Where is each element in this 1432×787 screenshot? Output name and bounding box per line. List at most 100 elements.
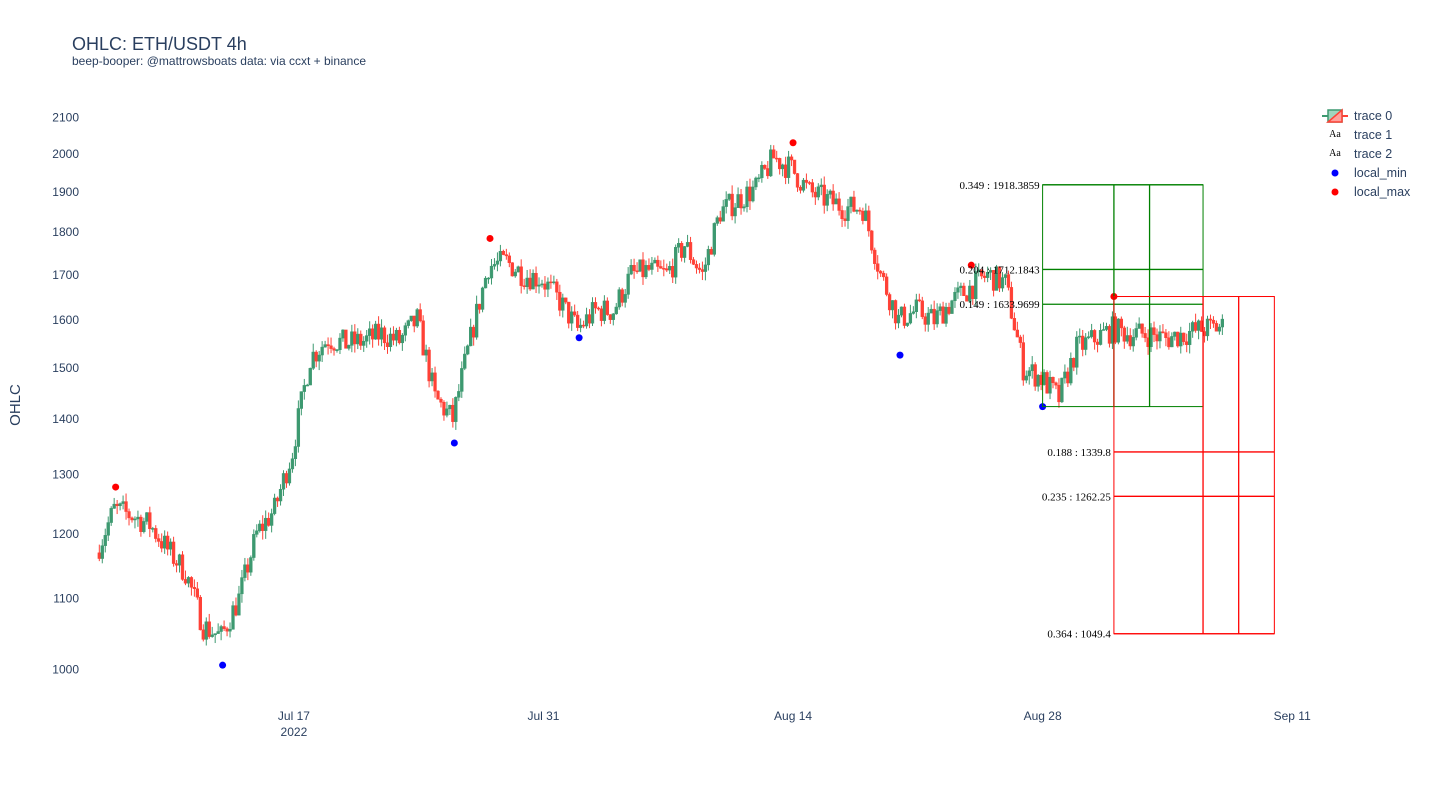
candle-body [567,301,571,324]
local-max-point [112,483,120,491]
candle-body [213,633,217,636]
candles-trace-0 [97,144,1225,646]
candle-body [1173,331,1177,337]
candle-body [320,346,324,356]
legend-item-local-max[interactable]: local_max [1318,182,1410,201]
candle-body [516,266,520,273]
legend-label: local_min [1354,165,1407,180]
candle-body [264,517,268,531]
candle-body [1164,332,1168,339]
y-tick-label: 1800 [52,225,79,239]
candle-body [653,259,657,264]
candle-body [323,344,327,348]
legend-item-trace-0[interactable]: trace 0 [1318,106,1410,125]
local-min-point [575,334,583,342]
candle-body [237,593,241,616]
candle-body [127,511,131,519]
candle-body [1069,358,1073,384]
candle-body [382,327,387,344]
candle-body [870,230,874,251]
candle-body [225,628,229,632]
candle-body [124,501,128,512]
candle-body [712,223,716,255]
candle-body [766,168,770,177]
candle-body [813,191,817,198]
candle-body [751,186,755,202]
candle-body [575,314,580,328]
candle-body [754,177,758,188]
candle-body [373,323,378,340]
candle-body [243,564,247,578]
candle-body [757,177,761,180]
candle-body [1214,323,1219,332]
candle-body [1042,372,1046,385]
candle-body [1152,327,1156,335]
candle-body [299,391,303,409]
candle-body [745,186,749,207]
candle-body [855,209,859,212]
y-tick-label: 2000 [52,147,79,161]
candle-body [174,563,179,566]
candle-body [959,285,963,288]
candle-body [198,596,202,631]
candle-body [106,522,110,536]
candle-body [255,530,259,535]
legend-label: trace 0 [1354,108,1393,123]
local-max-point [789,139,797,147]
candle-body [810,182,815,193]
candle-body [1081,335,1085,350]
candle-body [905,322,910,326]
candle-body [902,306,907,326]
candle-body [335,349,339,351]
candle-body [507,255,511,263]
candle-body [772,149,776,159]
candle-body [662,268,666,270]
candle-body [480,287,485,310]
chart-subtitle: beep-booper: @mattrowsboats data: via cc… [72,54,367,68]
candle-body [682,246,687,258]
candle-body [1092,330,1097,343]
candle-body [614,306,618,315]
candle-body [281,473,286,490]
candle-body [617,289,621,308]
legend-item-local-min[interactable]: local_min [1318,163,1410,182]
red-dot-icon [1318,182,1352,201]
candle-body [581,324,586,327]
candle-body [189,577,194,588]
candle-body [269,513,274,526]
candle-body [804,179,809,183]
candle-body [590,302,595,324]
candle-body [353,331,357,345]
candle-body [1179,332,1183,347]
candle-body [109,508,113,523]
fib-red-box [1113,296,1275,635]
candle-body [570,311,574,324]
candle-body [501,250,506,255]
candle-body [403,325,407,336]
candle-body [338,337,342,350]
candle-body [157,538,161,542]
legend-item-trace-1[interactable]: Aa trace 1 [1318,125,1410,144]
candle-body [472,326,476,338]
candle-body [953,291,957,301]
candle-body [531,272,535,290]
candle-body [775,157,779,160]
candle-body [1033,364,1037,387]
candle-body [234,605,238,616]
candle-body [882,272,886,278]
candle-body [522,285,526,287]
candle-body [944,306,948,324]
candle-body [721,206,725,222]
candle-body [727,193,731,200]
candle-body [1182,332,1186,342]
candle-body [611,313,615,320]
candle-body [139,516,143,532]
candle-body [549,281,553,284]
candle-body [537,284,541,287]
candle-body [231,605,235,630]
candle-body [1167,337,1171,348]
candle-body [344,329,348,349]
candle-body [932,308,936,325]
candle-icon [1318,106,1352,125]
legend-item-trace-2[interactable]: Aa trace 2 [1318,144,1410,163]
